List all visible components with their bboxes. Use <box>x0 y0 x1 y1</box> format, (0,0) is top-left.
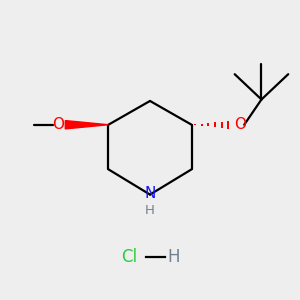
Text: H: H <box>167 248 180 266</box>
Text: Cl: Cl <box>121 248 137 266</box>
Text: H: H <box>145 203 155 217</box>
Text: O: O <box>52 117 64 132</box>
Text: N: N <box>144 186 156 201</box>
Polygon shape <box>65 121 108 129</box>
Text: O: O <box>234 117 246 132</box>
